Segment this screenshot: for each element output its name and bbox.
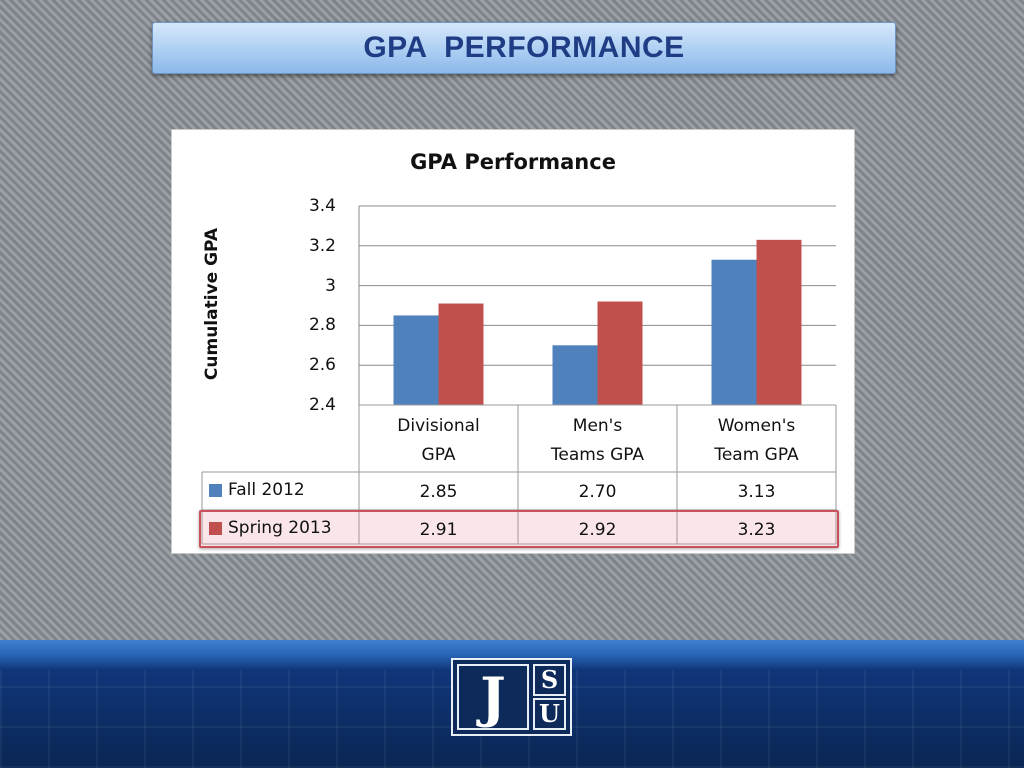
logo-letter-s: S xyxy=(533,664,566,696)
y-tick-label: 3 xyxy=(325,276,336,296)
category-label-line: GPA xyxy=(421,445,456,465)
slide-title-bar: GPA PERFORMANCE xyxy=(152,22,896,74)
category-label-line: Divisional xyxy=(397,416,480,436)
category-label-divisional: Divisional GPA xyxy=(359,412,518,470)
y-tick-label: 3.4 xyxy=(308,196,336,216)
bar-fall-2012 xyxy=(711,259,757,405)
category-label-line: Teams GPA xyxy=(550,445,645,465)
legend-key-spring-2013: Spring 2013 xyxy=(209,518,332,538)
bar-spring-2013 xyxy=(597,301,643,405)
y-tick-label: 2.4 xyxy=(308,395,336,415)
logo-letter-j: J xyxy=(457,664,529,730)
logo-letter-u: U xyxy=(533,698,566,730)
table-cell-spring-womens: 3.23 xyxy=(737,520,776,540)
category-label-womens: Women's Team GPA xyxy=(677,412,836,470)
table-cell-fall-womens: 3.13 xyxy=(737,482,776,502)
table-cell-fall-mens: 2.70 xyxy=(578,482,617,502)
jsu-logo: J S U xyxy=(451,658,572,736)
slide-title: GPA PERFORMANCE xyxy=(363,31,685,64)
category-label-line: Women's xyxy=(717,416,796,436)
y-tick-label: 3.2 xyxy=(308,236,336,256)
y-axis-title: Cumulative GPA xyxy=(202,227,222,381)
chart-title: GPA Performance xyxy=(410,150,616,174)
y-tick-label: 2.6 xyxy=(308,355,336,375)
legend-label-fall: Fall 2012 xyxy=(228,480,305,500)
table-cell-spring-divisional: 2.91 xyxy=(419,520,458,540)
legend-key-fall-2012: Fall 2012 xyxy=(209,480,305,500)
chart-plot xyxy=(201,205,837,545)
bar-spring-2013 xyxy=(756,239,802,405)
legend-swatch-fall xyxy=(209,483,222,497)
bar-spring-2013 xyxy=(438,303,484,405)
spring-row-highlight xyxy=(199,510,839,548)
category-label-mens: Men's Teams GPA xyxy=(518,412,677,470)
chart-panel: GPA Performance Cumulative GPA 3.4 3.2 3… xyxy=(171,129,855,554)
legend-swatch-spring xyxy=(209,521,222,535)
category-label-line: Team GPA xyxy=(714,445,799,465)
bar-fall-2012 xyxy=(552,345,598,405)
legend-label-spring: Spring 2013 xyxy=(228,518,332,538)
table-cell-fall-divisional: 2.85 xyxy=(419,482,458,502)
table-cell-spring-mens: 2.92 xyxy=(578,520,617,540)
bar-fall-2012 xyxy=(393,315,439,405)
y-tick-label: 2.8 xyxy=(308,315,336,335)
category-label-line: Men's xyxy=(572,416,623,436)
